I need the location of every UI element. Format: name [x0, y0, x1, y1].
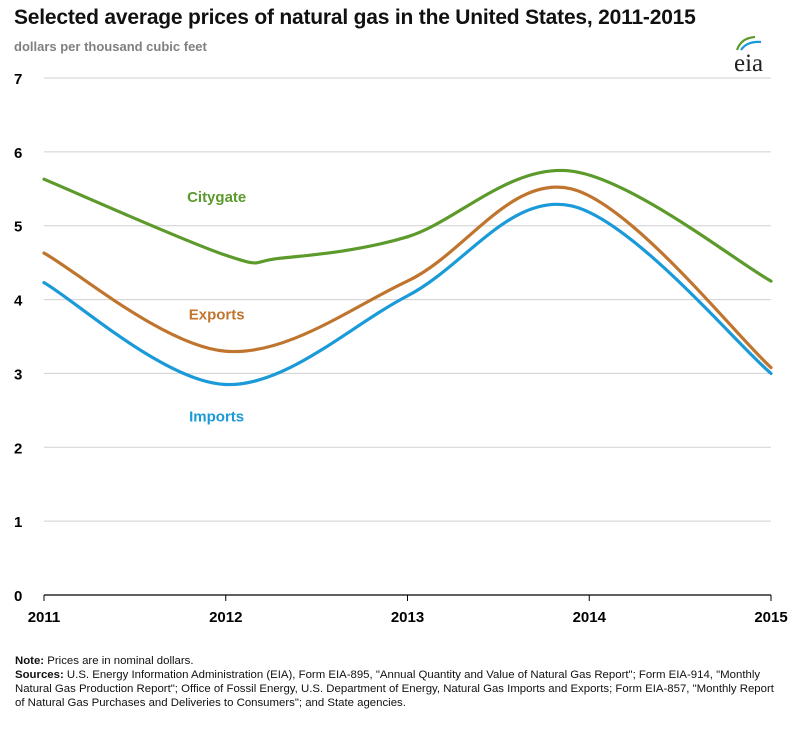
- y-tick-label: 6: [14, 145, 22, 162]
- series-label-imports: Imports: [189, 408, 244, 425]
- y-tick-label: 3: [14, 366, 22, 383]
- x-axis-ticks: 2011 2012 2013 2014 2015: [28, 595, 788, 626]
- notes-block: Note: Prices are in nominal dollars. Sou…: [15, 654, 775, 710]
- sources-label: Sources:: [15, 669, 64, 681]
- x-tick-label: 2011: [28, 609, 61, 626]
- chart-title: Selected average prices of natural gas i…: [14, 6, 696, 29]
- series-labels: Citygate Exports Imports: [187, 189, 246, 425]
- unit-label: dollars per thousand cubic feet: [14, 39, 207, 54]
- x-tick-label: 2013: [391, 609, 424, 626]
- y-axis-ticks: 0 1 2 3 4 5 6 7: [14, 71, 23, 605]
- y-tick-label: 5: [14, 219, 22, 236]
- series-label-citygate: Citygate: [187, 189, 246, 206]
- grid-lines: [44, 77, 771, 596]
- y-tick-label: 2: [14, 440, 22, 457]
- x-tick-label: 2014: [573, 609, 607, 626]
- note-line: Note: Prices are in nominal dollars.: [15, 654, 775, 668]
- note-text: Prices are in nominal dollars.: [47, 655, 194, 667]
- series-lines: [42, 168, 773, 387]
- series-label-exports: Exports: [189, 307, 245, 324]
- sources-line: Sources: U.S. Energy Information Adminis…: [15, 668, 775, 710]
- note-label: Note:: [15, 655, 45, 667]
- sources-text: U.S. Energy Information Administration (…: [15, 669, 774, 709]
- x-tick-label: 2012: [209, 609, 242, 626]
- line-chart: 0 1 2 3 4 5 6 7 2011 2012 2013 2014 2015 Citygate Ex…: [14, 71, 788, 626]
- y-tick-label: 4: [14, 293, 23, 310]
- x-tick-label: 2015: [754, 609, 787, 626]
- series-line-citygate: [42, 168, 773, 283]
- y-tick-label: 1: [14, 514, 22, 531]
- series-line-exports: [42, 185, 773, 370]
- y-tick-label: 0: [14, 588, 22, 605]
- y-tick-label: 7: [14, 71, 22, 88]
- eia-logo: eia: [734, 35, 763, 76]
- svg-text:eia: eia: [734, 50, 763, 76]
- series-line-imports: [42, 202, 773, 387]
